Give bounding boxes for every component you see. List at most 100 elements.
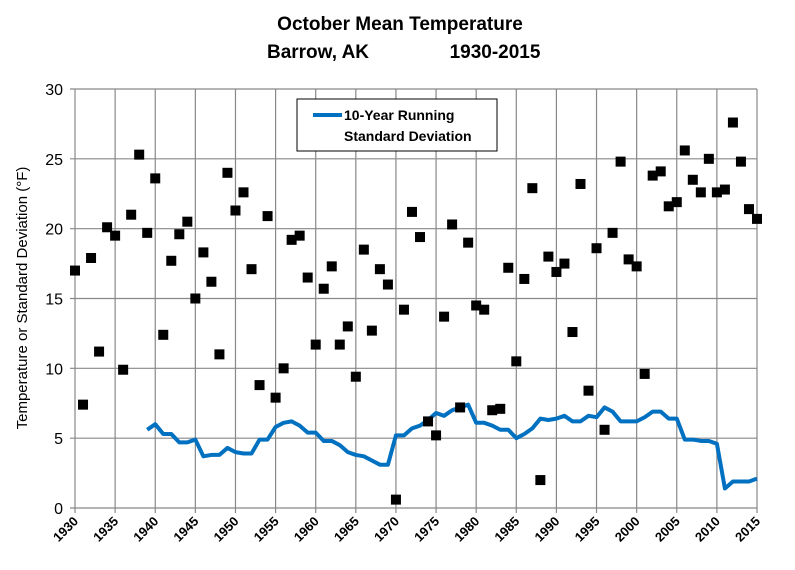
- legend-box: [296, 98, 498, 152]
- temperature-point: [230, 205, 241, 216]
- chart-subtitle-period: 1930-2015: [450, 42, 541, 63]
- temperature-point: [551, 266, 562, 277]
- x-tick-label: 1950: [211, 514, 242, 545]
- temperature-point: [447, 219, 458, 230]
- temperature-point: [423, 416, 434, 427]
- x-tick-label: 1975: [411, 514, 442, 545]
- temperature-point: [727, 117, 738, 128]
- temperature-point: [102, 222, 113, 233]
- temperature-point: [639, 368, 650, 379]
- temperature-point: [390, 494, 401, 505]
- temperature-point: [663, 201, 674, 212]
- temperature-point: [182, 216, 193, 227]
- y-tick-label: 25: [45, 152, 63, 169]
- temperature-point: [752, 213, 762, 224]
- x-tick-label: 1955: [251, 514, 282, 545]
- temperature-point: [278, 363, 289, 374]
- temperature-point: [647, 170, 658, 181]
- temperature-point: [415, 232, 426, 243]
- temperature-point: [94, 346, 105, 357]
- temperature-point: [70, 265, 80, 276]
- temperature-point: [543, 251, 554, 262]
- temperature-point: [471, 300, 482, 311]
- temperature-point: [631, 261, 642, 272]
- x-tick-label: 2005: [652, 514, 683, 545]
- x-tick-label: 1995: [572, 514, 603, 545]
- temperature-points: [70, 117, 762, 505]
- temperature-point: [463, 237, 474, 248]
- y-tick-label: 20: [45, 222, 63, 239]
- temperature-point: [342, 321, 353, 332]
- chart-subtitle-location: Barrow, AK: [267, 42, 369, 63]
- temperature-point: [310, 339, 321, 350]
- temperature-point: [495, 403, 506, 414]
- y-tick-label: 30: [45, 82, 63, 99]
- y-axis-label: Temperature or Standard Deviation (°F): [14, 167, 31, 430]
- temperature-point: [535, 475, 546, 486]
- std-dev-line: [146, 402, 758, 491]
- temperature-point: [591, 243, 602, 254]
- temperature-point: [334, 339, 345, 350]
- temperature-point: [503, 262, 514, 273]
- temperature-point: [246, 264, 257, 275]
- temperature-point: [110, 230, 121, 241]
- temperature-point: [254, 380, 265, 391]
- x-tick-label: 1945: [170, 514, 201, 545]
- temperature-point: [431, 430, 442, 441]
- x-tick-label: 2000: [612, 514, 643, 545]
- temperature-point: [118, 364, 129, 375]
- temperature-point: [735, 156, 746, 167]
- x-tick-label: 2015: [732, 514, 763, 545]
- temperature-point: [374, 264, 385, 275]
- temperature-point: [607, 227, 618, 238]
- temperature-point: [142, 227, 153, 238]
- temperature-point: [615, 156, 626, 167]
- x-tick-label: 1990: [531, 514, 562, 545]
- temperature-point: [326, 261, 337, 272]
- temperature-point: [158, 329, 169, 340]
- temperature-point: [398, 304, 409, 315]
- temperature-point: [382, 279, 393, 290]
- x-tick-label: 1935: [90, 514, 121, 545]
- x-tick-label: 1970: [371, 514, 402, 545]
- temperature-point: [567, 327, 578, 338]
- temperature-point: [623, 254, 634, 265]
- grid: [70, 88, 758, 513]
- legend-label-line1: 10-Year Running: [344, 107, 454, 123]
- x-tick-label: 1985: [491, 514, 522, 545]
- temperature-point: [294, 230, 305, 241]
- temperature-point: [511, 356, 522, 367]
- temperature-point: [719, 184, 730, 195]
- temperature-point: [687, 174, 698, 185]
- temperature-point: [366, 325, 377, 336]
- legend: 10-Year Running Standard Deviation: [296, 98, 498, 152]
- temperature-point: [150, 173, 161, 184]
- std-dev-series: [146, 402, 758, 491]
- x-tick-label: 1930: [50, 514, 81, 545]
- x-tick-label: 1940: [130, 514, 161, 545]
- temperature-point: [671, 197, 682, 208]
- temperature-point: [703, 153, 714, 164]
- temperature-point: [527, 183, 538, 194]
- chart-title: October Mean Temperature: [277, 14, 523, 35]
- temperature-point: [134, 149, 145, 160]
- temperature-point: [302, 272, 313, 283]
- temperature-point: [479, 304, 490, 315]
- temperature-point: [711, 187, 722, 198]
- temperature-point: [679, 145, 690, 156]
- temperature-point: [166, 255, 177, 266]
- temperature-point: [286, 234, 297, 245]
- temperature-point: [439, 311, 450, 322]
- legend-label-line2: Standard Deviation: [344, 128, 472, 144]
- temperature-point: [406, 206, 417, 217]
- temperature-point: [86, 252, 97, 263]
- temperature-point: [743, 204, 754, 215]
- temperature-point: [559, 258, 570, 269]
- temperature-point: [198, 247, 209, 258]
- temperature-point: [214, 349, 225, 360]
- temperature-point: [174, 229, 185, 240]
- temperature-point: [583, 385, 594, 396]
- x-tick-label: 1960: [291, 514, 322, 545]
